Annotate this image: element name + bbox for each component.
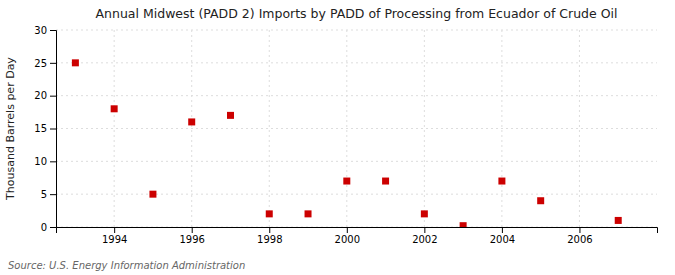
x-tick-mark [114, 227, 115, 233]
y-tick-mark [50, 96, 56, 97]
point [266, 210, 273, 217]
x-tick-mark [347, 227, 348, 233]
x-tick-label: 2000 [335, 234, 360, 245]
x-tick-label: 2002 [412, 234, 437, 245]
y-tick-mark [50, 63, 56, 64]
point [343, 178, 350, 185]
plot: 1994 1996 1998 2000 2002 2004 2006 0 5 10 15 20 25 30 [34, 25, 657, 245]
x-grid-line [424, 30, 425, 227]
x-axis: 1994 1996 1998 2000 2002 2004 2006 [57, 227, 658, 245]
point [188, 118, 195, 125]
y-tick: 10 [34, 156, 56, 167]
title: Annual Midwest (PADD 2) Imports by PADD … [96, 6, 618, 21]
point [111, 105, 118, 112]
y-tick-label: 20 [34, 90, 47, 101]
x-tick-label: 2004 [490, 234, 515, 245]
y-tick: 5 [41, 189, 56, 200]
x-tick: 2004 [490, 227, 515, 245]
x-tick-mark [192, 227, 193, 233]
y-grid-line [56, 128, 657, 129]
y-tick-label: 0 [41, 222, 47, 233]
annotation: Source: U.S. Energy Information Administ… [8, 260, 245, 271]
x-tick-label: 1998 [257, 234, 282, 245]
y-tick-label: 15 [34, 123, 47, 134]
x-tick-mark [579, 227, 580, 233]
y-axis-label: Thousand Barrels per Day [4, 57, 17, 201]
x-tick: 1998 [257, 227, 282, 245]
points [72, 59, 622, 227]
grid [56, 30, 657, 227]
y-tick-mark [50, 194, 56, 195]
point [421, 210, 428, 217]
x-axis-line [57, 228, 658, 234]
y-tick-label: 5 [41, 189, 47, 200]
point [537, 197, 544, 204]
x-tick: 2006 [567, 227, 592, 245]
y-tick-mark [50, 227, 56, 228]
y-tick-mark [50, 161, 56, 162]
x-tick: 2000 [335, 227, 360, 245]
x-tick-mark [502, 227, 503, 233]
y-tick: 25 [34, 58, 56, 69]
y-tick-label: 25 [34, 58, 47, 69]
x-tick: 1994 [102, 227, 127, 245]
y-tick: 15 [34, 123, 56, 134]
y-tick-mark [50, 30, 56, 31]
x-tick-label: 2006 [567, 234, 592, 245]
x-tick-mark [424, 227, 425, 233]
x-tick-mark [269, 227, 270, 233]
x-tick: 1996 [179, 227, 204, 245]
y-grid-line [56, 95, 657, 96]
y-tick-label: 30 [34, 25, 47, 36]
x-tick-label: 1996 [179, 234, 204, 245]
y-grid-line [56, 161, 657, 162]
y-axis-line [50, 31, 57, 228]
y-tick: 20 [34, 90, 56, 101]
y-tick: 0 [41, 222, 56, 233]
chart: 1994 1996 1998 2000 2002 2004 2006 0 5 10 15 20 25 30… [0, 0, 675, 275]
point [460, 222, 467, 227]
x-grid-line [114, 30, 115, 227]
y-grid-line [56, 62, 657, 63]
y-tick: 30 [34, 25, 56, 36]
x-grid-line [269, 30, 270, 227]
point [305, 210, 312, 217]
y-grid-line [56, 30, 657, 31]
point [72, 59, 79, 66]
point [227, 112, 234, 119]
point [382, 178, 389, 185]
x-tick: 2002 [412, 227, 437, 245]
point [615, 217, 622, 224]
y-tick-mark [50, 129, 56, 130]
x-grid-line [579, 30, 580, 227]
y-grid-line [56, 194, 657, 195]
y-tick-label: 10 [34, 156, 47, 167]
y-axis: 0 5 10 15 20 25 30 [34, 25, 56, 233]
x-tick-label: 1994 [102, 234, 127, 245]
point [149, 191, 156, 198]
point [498, 178, 505, 185]
